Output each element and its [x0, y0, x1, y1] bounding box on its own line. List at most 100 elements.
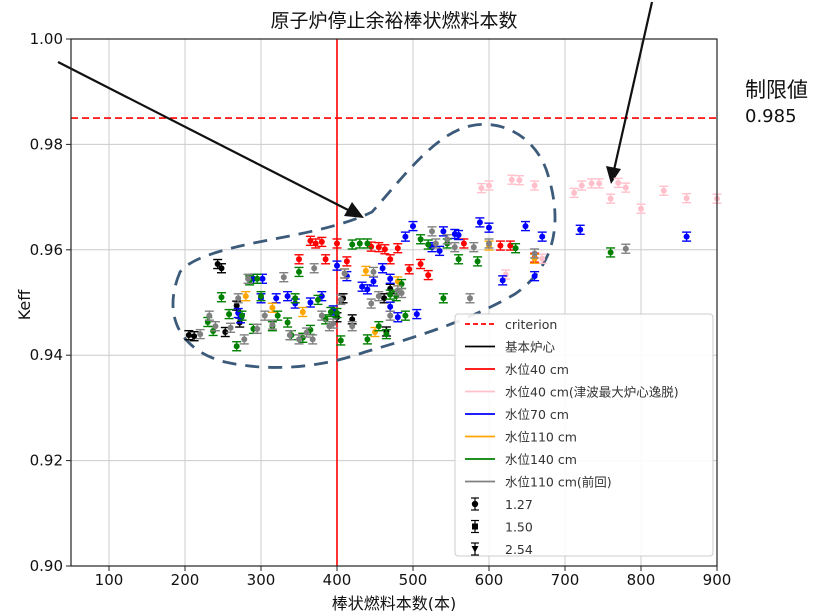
marker — [375, 293, 382, 300]
marker — [497, 242, 504, 249]
data-point — [267, 302, 277, 313]
legend-label: 水位110 cm — [505, 430, 577, 445]
x-tick-label: 200 — [171, 571, 200, 589]
marker — [660, 187, 667, 194]
data-point — [243, 273, 253, 284]
marker — [531, 255, 538, 262]
data-point — [216, 263, 226, 274]
data-point — [283, 290, 293, 302]
data-point — [530, 253, 540, 264]
data-point — [317, 310, 327, 321]
data-point — [484, 222, 494, 233]
marker — [315, 296, 321, 303]
marker — [436, 247, 443, 254]
legend-label: 1.50 — [505, 520, 533, 535]
reference-lines — [71, 39, 717, 566]
chart-title: 原子炉停止余裕棒状燃料本数 — [270, 10, 517, 32]
arrow-right-head — [606, 166, 621, 184]
data-point — [317, 236, 327, 248]
marker — [292, 300, 299, 307]
marker — [206, 312, 213, 319]
marker — [486, 224, 492, 231]
marker — [254, 275, 261, 282]
marker — [311, 265, 318, 272]
marker — [349, 316, 356, 323]
marker — [460, 240, 467, 247]
marker — [425, 272, 432, 279]
data-point — [606, 247, 616, 258]
data-point — [385, 289, 395, 300]
data-point — [442, 234, 452, 245]
marker — [273, 295, 280, 302]
data-point — [294, 254, 304, 265]
marker — [362, 267, 369, 274]
x-axis-label: 棒状燃料本数(本) — [332, 594, 457, 611]
marker — [502, 271, 509, 278]
axes: 100 200 300 400 500 600 700 800 900 0.90 0.92 0.94 0… — [30, 30, 732, 589]
arrow-left-head — [344, 202, 364, 218]
data-point — [184, 329, 194, 341]
data-point — [309, 263, 319, 274]
marker — [417, 261, 424, 268]
marker — [444, 236, 451, 243]
marker — [622, 245, 629, 252]
data-point — [294, 334, 304, 345]
marker — [476, 219, 483, 226]
marker — [683, 195, 690, 202]
data-point — [220, 326, 230, 338]
marker — [402, 312, 409, 319]
marker — [387, 312, 394, 319]
legend-label: 2.54 — [505, 542, 533, 557]
marker — [241, 336, 248, 343]
annotations — [57, 1, 654, 369]
data-point — [308, 334, 318, 345]
data-point — [476, 182, 486, 194]
marker — [372, 329, 378, 336]
marker — [539, 255, 546, 262]
marker — [387, 275, 394, 282]
data-point — [374, 321, 384, 332]
marker — [364, 286, 371, 293]
data-point — [587, 178, 597, 189]
legend-label: 水位40 cm — [505, 362, 569, 377]
data-point — [606, 193, 616, 204]
data-point — [682, 192, 692, 204]
marker — [254, 325, 261, 332]
marker — [394, 314, 401, 321]
data-point — [305, 297, 315, 308]
data-point — [237, 310, 247, 321]
legend-label: 基本炉心 — [505, 340, 556, 355]
data-point — [473, 256, 483, 267]
marker — [330, 320, 337, 327]
data-point — [233, 293, 243, 304]
y-tick-label: 1.00 — [30, 30, 63, 48]
marker — [571, 189, 578, 196]
data-point — [361, 265, 371, 277]
marker — [596, 180, 603, 187]
marker — [218, 294, 225, 301]
marker — [406, 266, 413, 273]
data-point — [450, 241, 460, 253]
data-point — [283, 317, 293, 328]
data-point — [495, 240, 505, 251]
data-point — [210, 321, 220, 332]
marker — [508, 176, 515, 183]
data-point — [362, 284, 372, 295]
data-point — [355, 238, 365, 249]
marker — [432, 240, 439, 247]
data-point — [423, 269, 433, 281]
data-point — [431, 238, 441, 249]
marker — [212, 323, 219, 330]
marker — [417, 236, 424, 243]
data-point — [400, 310, 410, 321]
data-point — [484, 238, 494, 249]
marker — [235, 295, 242, 302]
data-point — [621, 243, 631, 254]
data-point — [294, 266, 304, 278]
marker — [615, 179, 622, 186]
data-point — [385, 301, 395, 312]
arrow-right — [612, 1, 654, 171]
data-point — [423, 239, 433, 250]
marker — [218, 265, 225, 272]
